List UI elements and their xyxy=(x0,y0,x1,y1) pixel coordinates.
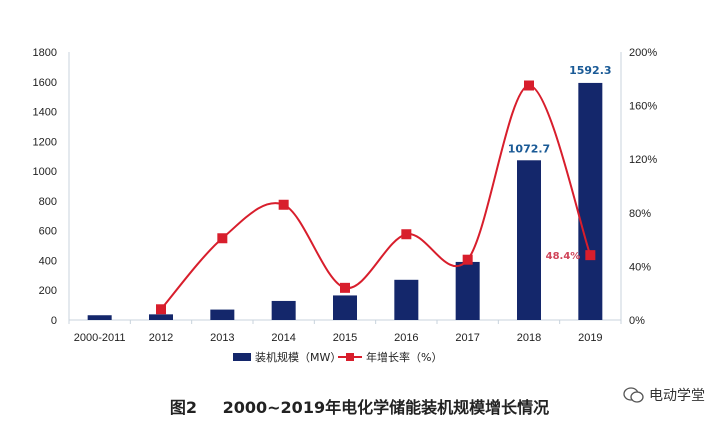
bar-2016 xyxy=(394,279,419,320)
watermark: 电动学堂 xyxy=(623,385,705,405)
x-axis-tick-label: 2015 xyxy=(333,332,357,344)
left-axis-tick-label: 1400 xyxy=(33,107,57,119)
growth-marker-2014 xyxy=(278,199,289,210)
watermark-text: 电动学堂 xyxy=(649,388,705,404)
bar-2019 xyxy=(578,82,603,320)
bar-data-label-2019: 1592.3 xyxy=(569,64,611,77)
x-axis-tick-label: 2016 xyxy=(394,332,418,344)
growth-marker-2019 xyxy=(585,250,596,261)
growth-marker-2012 xyxy=(156,304,166,315)
x-axis-tick-label: 2018 xyxy=(517,332,541,344)
legend-line-label: 年增长率（%） xyxy=(366,350,442,364)
growth-marker-2018 xyxy=(524,80,534,91)
left-axis-tick-label: 1000 xyxy=(33,166,57,178)
left-axis-tick-label: 1600 xyxy=(33,77,57,89)
growth-marker-2016 xyxy=(401,229,412,240)
x-axis-tick-label: 2013 xyxy=(210,332,234,344)
x-axis-tick-label: 2014 xyxy=(271,332,295,344)
right-axis-tick-label: 200% xyxy=(629,47,657,59)
bar-2018 xyxy=(517,160,541,320)
caption-label: 图2 xyxy=(169,398,198,417)
left-axis-tick-label: 600 xyxy=(39,226,57,238)
bar-2017 xyxy=(455,261,480,320)
growth-marker-2013 xyxy=(217,233,228,244)
caption-title: 2000~2019年电化学储能装机规模增长情况 xyxy=(222,398,550,417)
x-axis-tick-label: 2017 xyxy=(455,332,479,344)
wechat-icon xyxy=(623,387,644,403)
legend-bar-swatch xyxy=(233,353,251,361)
bar-2015 xyxy=(333,295,357,320)
right-axis-tick-label: 160% xyxy=(629,101,657,113)
right-axis-tick-label: 120% xyxy=(629,154,657,166)
left-axis-tick-label: 1800 xyxy=(33,47,57,59)
x-axis-tick-label: 2012 xyxy=(149,332,173,344)
left-axis-tick-label: 800 xyxy=(39,196,57,208)
bar-data-label-2018: 1072.7 xyxy=(508,142,550,155)
legend-line-marker xyxy=(346,353,354,361)
bar-2014 xyxy=(271,300,296,320)
left-axis-tick-label: 400 xyxy=(39,255,57,267)
bar-2012 xyxy=(149,314,173,320)
growth-marker-2017 xyxy=(462,254,473,265)
left-axis-tick-label: 200 xyxy=(39,285,57,297)
line-data-label-2019: 48.4% xyxy=(546,251,581,262)
figure-caption: 图2 2000~2019年电化学储能装机规模增长情况 xyxy=(0,394,719,418)
right-axis-tick-label: 0% xyxy=(629,315,645,327)
right-axis-tick-label: 80% xyxy=(629,208,651,220)
legend-bar-label: 装机规模（MW） xyxy=(255,350,341,364)
x-axis-tick-label: 2000-2011 xyxy=(74,332,126,344)
left-axis-tick-label: 1200 xyxy=(33,136,57,148)
growth-marker-2015 xyxy=(340,282,350,293)
x-axis-tick-label: 2019 xyxy=(578,332,602,344)
left-axis-tick-label: 0 xyxy=(51,315,57,327)
bar-2013 xyxy=(210,309,235,320)
bar-2000-2011 xyxy=(87,315,112,320)
right-axis-tick-label: 40% xyxy=(629,261,651,273)
